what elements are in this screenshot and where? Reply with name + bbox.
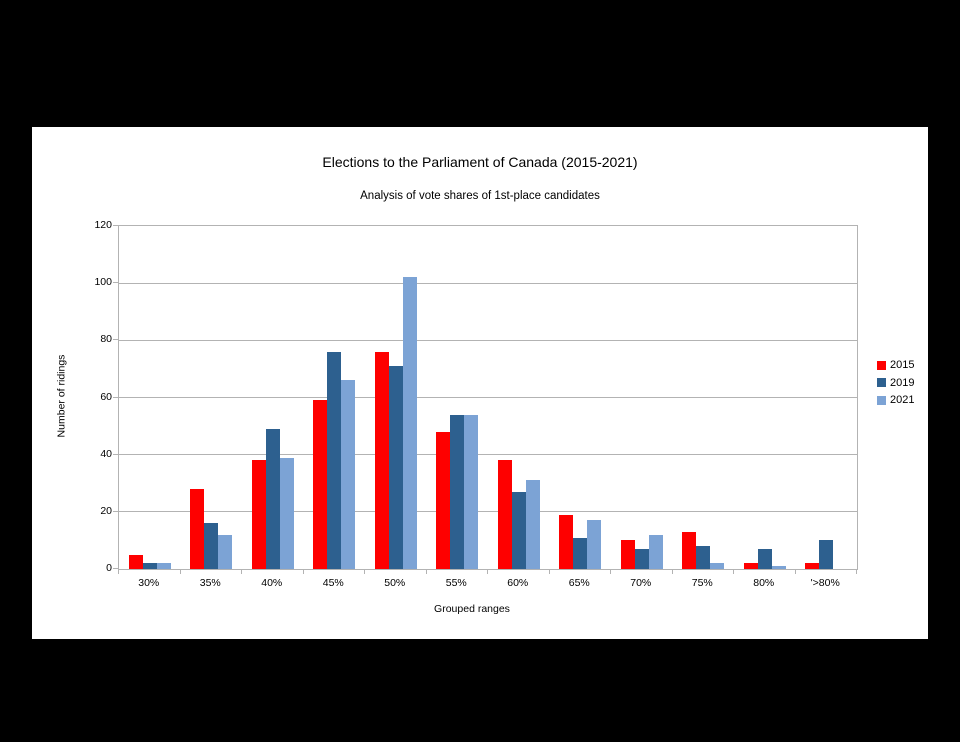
y-tick-mark (113, 453, 118, 455)
bar-2019 (450, 414, 465, 569)
bar-2021 (341, 380, 356, 569)
y-tick-label: 100 (94, 276, 112, 289)
x-tick-label: 55% (445, 577, 467, 589)
y-tick-label: 80 (100, 333, 112, 346)
x-tick-mark (303, 569, 304, 574)
x-tick-mark (795, 569, 796, 574)
x-tick-label: 60% (507, 577, 529, 589)
gridline (119, 339, 857, 341)
bar-2015 (743, 563, 758, 569)
x-tick-mark (610, 569, 611, 574)
x-tick-mark (364, 569, 365, 574)
bar-2019 (388, 366, 403, 569)
y-tick-mark (113, 339, 118, 341)
bar-2019 (634, 548, 649, 569)
bar-2015 (251, 460, 266, 569)
bar-2015 (128, 554, 143, 569)
x-tick-label: 65% (568, 577, 590, 589)
chart-panel: Elections to the Parliament of Canada (2… (32, 127, 928, 639)
x-tick-label: 70% (630, 577, 652, 589)
bar-2021 (402, 277, 417, 569)
bar-2019 (142, 563, 157, 569)
legend-swatch-2015 (877, 360, 886, 370)
x-tick-mark (426, 569, 427, 574)
bar-2019 (265, 428, 280, 569)
x-tick-mark (487, 569, 488, 574)
legend-item: 2021 (877, 394, 914, 406)
plot-area (118, 225, 858, 570)
y-tick-label: 60 (100, 390, 112, 403)
bar-2015 (190, 488, 205, 569)
legend-swatch-2021 (877, 395, 886, 405)
bar-2015 (559, 514, 574, 569)
x-tick-mark (856, 569, 857, 574)
bar-2015 (805, 563, 820, 569)
bar-2015 (436, 431, 451, 569)
x-tick-label: 40% (261, 577, 283, 589)
x-tick-label: 80% (753, 577, 775, 589)
legend-label: 2019 (890, 376, 915, 389)
gridline (119, 397, 857, 398)
bar-2019 (327, 351, 342, 569)
legend-label: 2015 (890, 359, 915, 371)
bar-2019 (819, 540, 834, 569)
bar-2019 (511, 491, 526, 569)
gridline (119, 282, 857, 284)
x-axis-title: Grouped ranges (434, 603, 510, 615)
bar-2021 (710, 563, 725, 569)
bar-2019 (696, 546, 711, 569)
x-tick-label: '>80% (810, 577, 840, 589)
bar-2015 (620, 540, 635, 569)
x-tick-mark (180, 569, 181, 574)
gridline (119, 454, 857, 456)
bar-2021 (525, 480, 540, 569)
bar-2015 (682, 531, 697, 569)
y-tick-label: 0 (106, 562, 112, 574)
y-tick-mark (113, 396, 118, 398)
bar-2021 (648, 534, 663, 569)
x-tick-mark (733, 569, 734, 574)
bar-2021 (587, 520, 602, 569)
legend-item: 2015 (877, 359, 914, 371)
y-tick-label: 120 (94, 219, 112, 231)
bar-2015 (313, 400, 328, 569)
y-tick-mark (113, 282, 118, 284)
x-tick-label: 35% (199, 577, 221, 589)
chart-subtitle: Analysis of vote shares of 1st-place can… (360, 190, 600, 202)
bar-2021 (464, 414, 479, 569)
bar-2021 (218, 534, 233, 569)
x-tick-label: 50% (384, 577, 406, 589)
y-tick-label: 40 (100, 447, 112, 460)
legend: 2015 2019 2021 (877, 359, 914, 412)
y-tick-label: 20 (100, 504, 112, 517)
y-tick-mark (113, 568, 118, 569)
legend-label: 2021 (890, 394, 915, 406)
chart-title: Elections to the Parliament of Canada (2… (322, 154, 638, 170)
legend-swatch-2019 (877, 378, 886, 387)
bar-2015 (374, 351, 389, 569)
bar-2021 (156, 563, 171, 569)
bar-2019 (204, 523, 219, 569)
x-tick-label: 75% (691, 577, 713, 589)
y-axis-title: Number of ridings (55, 354, 68, 438)
legend-item: 2019 (877, 377, 914, 389)
x-tick-label: 45% (322, 577, 344, 589)
x-tick-mark (672, 569, 673, 574)
bar-2021 (771, 566, 786, 569)
x-tick-mark (241, 569, 242, 574)
bar-2019 (573, 537, 588, 569)
bar-2021 (279, 457, 294, 569)
gridline (119, 511, 857, 513)
x-tick-mark (118, 569, 119, 574)
x-tick-mark (549, 569, 550, 574)
bar-2015 (497, 460, 512, 569)
x-tick-label: 30% (138, 577, 160, 589)
y-tick-mark (113, 510, 118, 512)
y-tick-mark (113, 225, 118, 226)
bar-2019 (757, 548, 772, 569)
